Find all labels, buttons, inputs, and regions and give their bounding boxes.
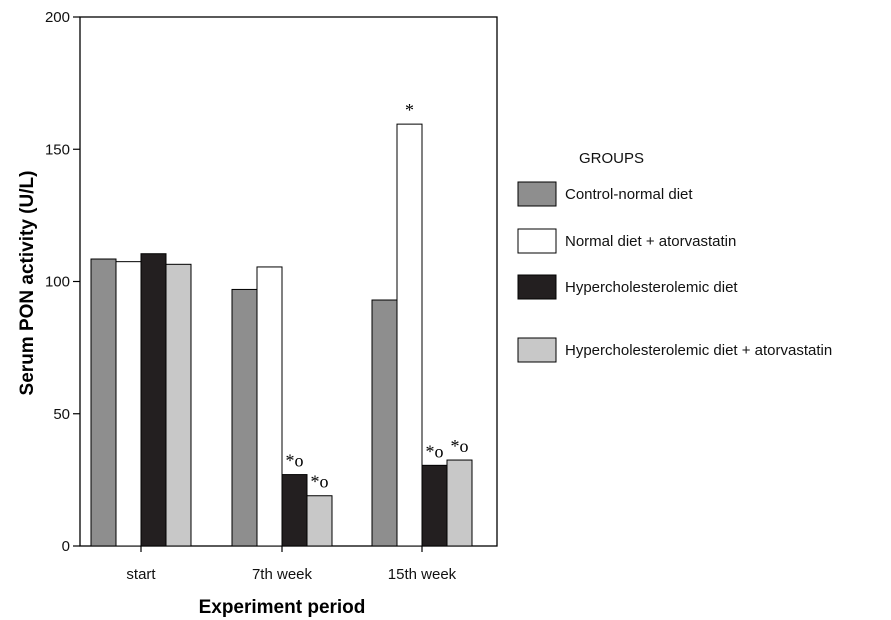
bar-3-1 xyxy=(140,253,167,547)
bar-4-3 xyxy=(446,459,473,547)
x-tick-label: start xyxy=(126,566,156,583)
x-axis-title: Experiment period xyxy=(199,597,366,618)
y-tick-label: 0 xyxy=(62,538,70,555)
legend-swatch xyxy=(517,274,557,300)
legend-label: Hypercholesterolemic diet xyxy=(565,279,738,296)
legend-label: Control-normal diet xyxy=(565,186,693,203)
bar-2-2 xyxy=(256,266,283,547)
legend-swatch xyxy=(517,337,557,363)
bar-4-2 xyxy=(306,495,333,547)
legend-swatch xyxy=(517,228,557,254)
bar-3-2 xyxy=(281,474,308,547)
significance-mark: *o xyxy=(286,451,304,471)
bar-2-1 xyxy=(115,261,142,547)
y-tick-label: 100 xyxy=(45,274,70,291)
x-tick-label: 7th week xyxy=(252,566,313,583)
y-tick-label: 50 xyxy=(53,406,70,423)
bar-1-3 xyxy=(371,299,398,547)
y-tick-label: 150 xyxy=(45,141,70,158)
significance-mark: * xyxy=(405,100,414,120)
x-tick-label: 15th week xyxy=(388,566,457,583)
bar-1-1 xyxy=(90,258,117,547)
significance-mark: *o xyxy=(426,441,444,461)
y-tick-label: 200 xyxy=(45,9,70,26)
legend-label: Hypercholesterolemic diet + atorvastatin xyxy=(565,342,832,359)
significance-mark: *o xyxy=(451,436,469,456)
bar-3-3 xyxy=(421,464,448,547)
y-axis-title: Serum PON activity (U/L) xyxy=(17,171,38,396)
bar-1-2 xyxy=(231,288,258,547)
legend-title: GROUPS xyxy=(579,150,644,167)
legend-swatch xyxy=(517,181,557,207)
bar-2-3 xyxy=(396,123,423,547)
legend-label: Normal diet + atorvastatin xyxy=(565,233,736,250)
bar-4-1 xyxy=(165,263,192,547)
significance-mark: *o xyxy=(311,472,329,492)
